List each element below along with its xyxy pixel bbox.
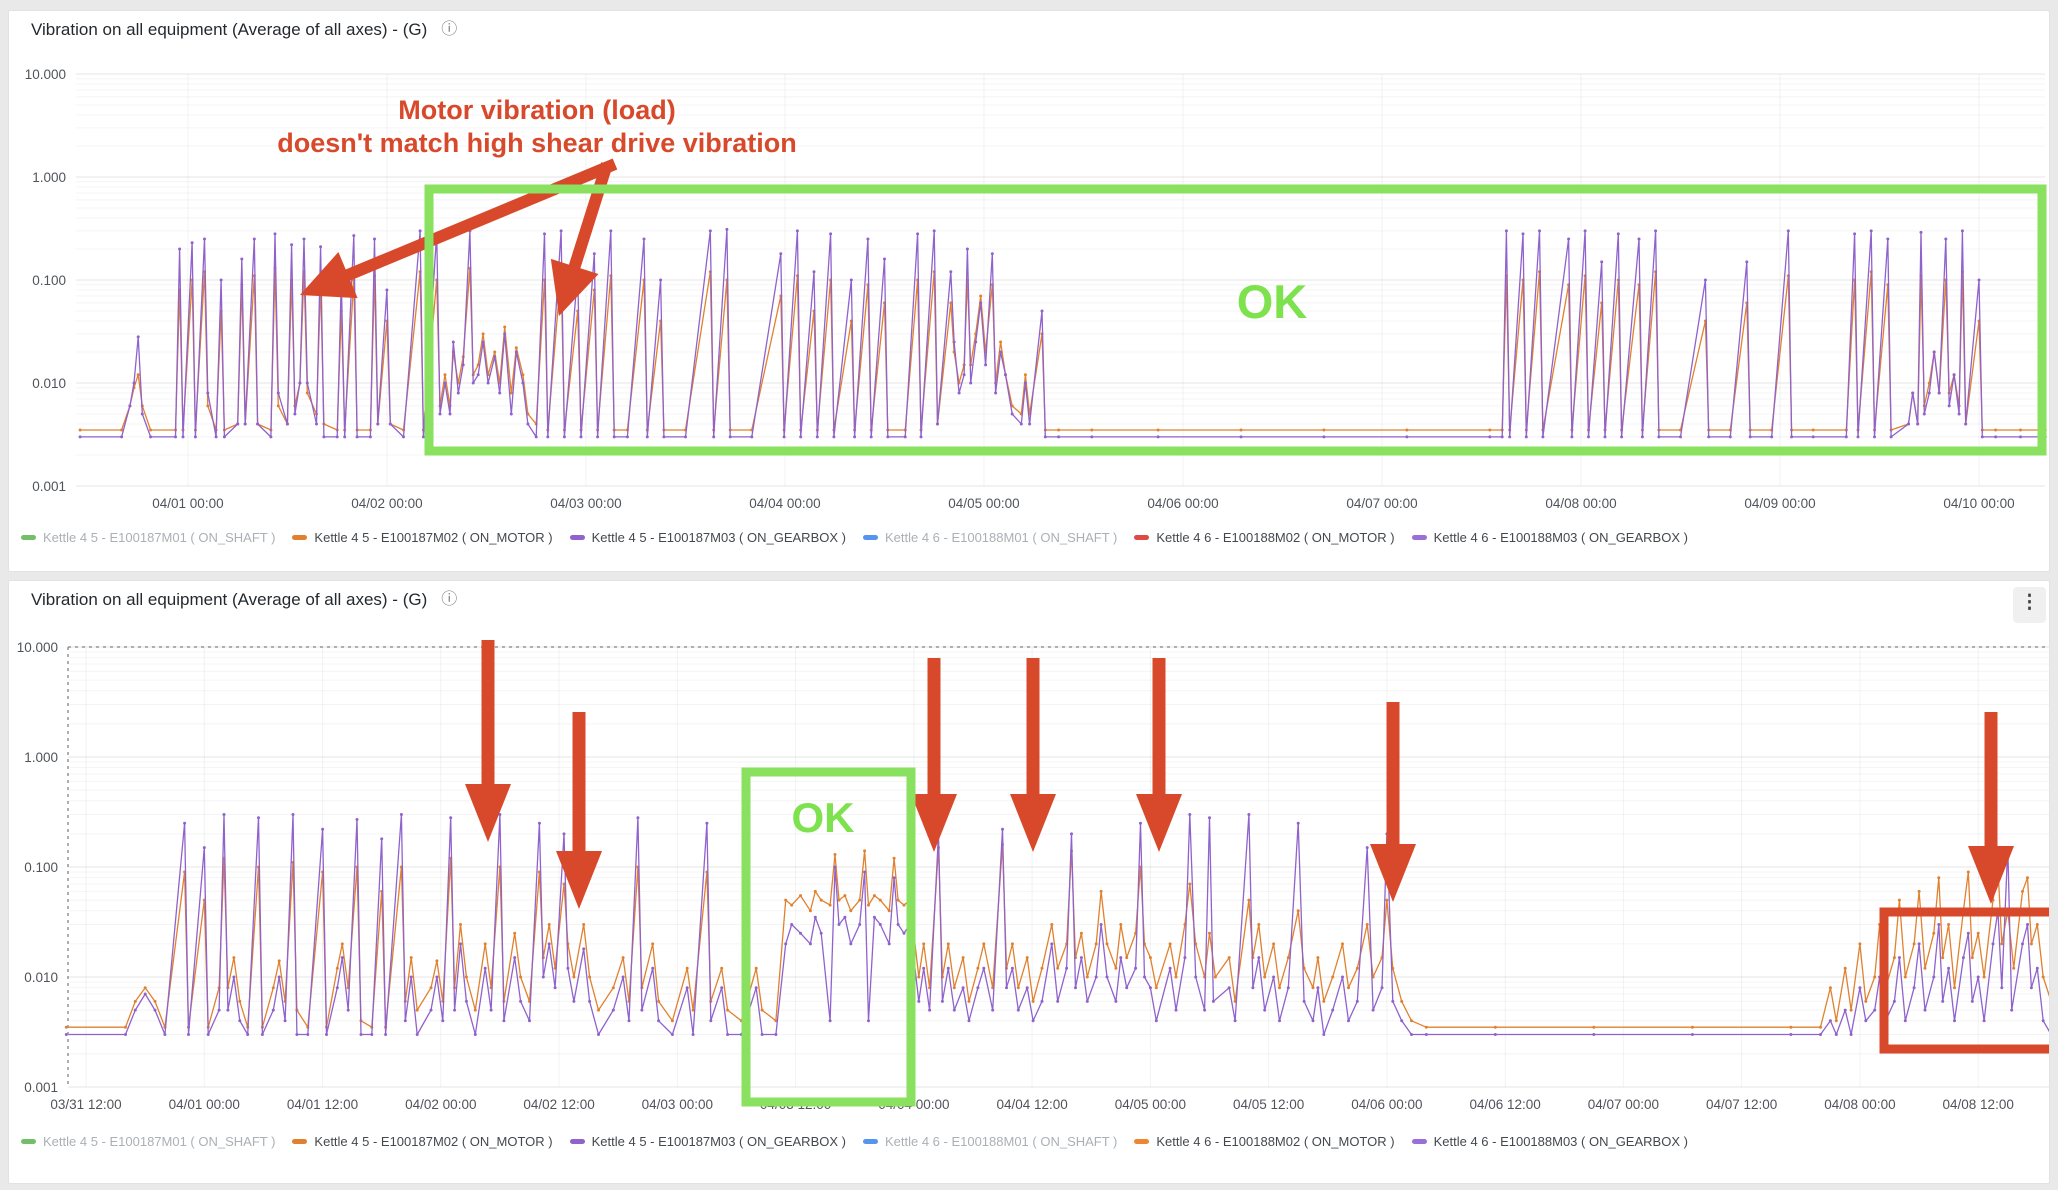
legend-item[interactable]: Kettle 4 6 - E100188M01 ( ON_SHAFT ): [862, 530, 1118, 545]
legend-series-color: [21, 1139, 36, 1144]
svg-text:10.000: 10.000: [17, 640, 58, 655]
legend-series-color: [862, 535, 878, 540]
svg-text:04/01 00:00: 04/01 00:00: [152, 496, 223, 511]
svg-text:04/04 00:00: 04/04 00:00: [749, 496, 820, 511]
svg-text:04/07 00:00: 04/07 00:00: [1588, 1097, 1659, 1112]
legend-top: Kettle 4 5 - E100187M01 ( ON_SHAFT ) Kett…: [9, 530, 2049, 545]
legend-item[interactable]: Kettle 4 6 - E100188M02 ( ON_MOTOR ): [1134, 1134, 1395, 1149]
svg-text:04/04 12:00: 04/04 12:00: [996, 1097, 1067, 1112]
legend-series-label: Kettle 4 6 - E100188M03 ( ON_GEARBOX ): [1433, 1134, 1688, 1149]
legend-series-label: Kettle 4 6 - E100188M01 ( ON_SHAFT ): [884, 530, 1118, 545]
panel-header: Vibration on all equipment (Average of a…: [9, 11, 2049, 42]
svg-text:04/02 00:00: 04/02 00:00: [351, 496, 422, 511]
svg-text:04/05 00:00: 04/05 00:00: [1115, 1097, 1186, 1112]
svg-text:04/02 12:00: 04/02 12:00: [523, 1097, 594, 1112]
legend-series-color: [1134, 535, 1150, 540]
svg-text:OK: OK: [1237, 275, 1308, 328]
svg-text:04/09 00:00: 04/09 00:00: [1744, 496, 1815, 511]
svg-text:04/05 00:00: 04/05 00:00: [948, 496, 1019, 511]
legend-item[interactable]: Kettle 4 5 - E100187M01 ( ON_SHAFT ): [21, 1134, 275, 1149]
svg-text:04/08 00:00: 04/08 00:00: [1545, 496, 1616, 511]
panel-title: Vibration on all equipment (Average of a…: [31, 590, 428, 609]
legend-series-label: Kettle 4 5 - E100187M01 ( ON_SHAFT ): [43, 1134, 276, 1149]
legend-series-color: [1411, 1139, 1427, 1144]
svg-text:1.000: 1.000: [24, 750, 58, 765]
legend-series-color: [862, 1139, 878, 1144]
legend-series-label: Kettle 4 5 - E100187M02 ( ON_MOTOR ): [314, 530, 553, 545]
legend-series-label: Kettle 4 6 - E100188M02 ( ON_MOTOR ): [1156, 530, 1395, 545]
legend-series-color: [292, 1139, 308, 1144]
svg-text:04/03 00:00: 04/03 00:00: [642, 1097, 713, 1112]
legend-item[interactable]: Kettle 4 5 - E100187M02 ( ON_MOTOR ): [292, 530, 553, 545]
svg-text:0.010: 0.010: [32, 376, 66, 391]
svg-text:04/08 00:00: 04/08 00:00: [1824, 1097, 1895, 1112]
svg-text:04/06 00:00: 04/06 00:00: [1351, 1097, 1422, 1112]
svg-text:04/05 12:00: 04/05 12:00: [1233, 1097, 1304, 1112]
svg-text:Motor vibration (load): Motor vibration (load): [398, 95, 675, 125]
legend-item[interactable]: Kettle 4 6 - E100188M02 ( ON_MOTOR ): [1134, 530, 1395, 545]
legend-series-label: Kettle 4 5 - E100187M02 ( ON_MOTOR ): [314, 1134, 553, 1149]
legend-series-label: Kettle 4 6 - E100188M01 ( ON_SHAFT ): [884, 1134, 1118, 1149]
svg-text:10.000: 10.000: [25, 67, 66, 82]
panel-vibration-top: Vibration on all equipment (Average of a…: [8, 10, 2050, 572]
svg-text:03/31 12:00: 03/31 12:00: [50, 1097, 121, 1112]
legend-item[interactable]: Kettle 4 6 - E100188M03 ( ON_GEARBOX ): [1411, 530, 1688, 545]
info-icon[interactable]: ⓘ: [441, 21, 458, 38]
vibration-chart-top[interactable]: 04/01 00:00 04/02 00:00 04/03 00:00 04/04 0…: [9, 42, 2049, 528]
legend-series-label: Kettle 4 5 - E100187M01 ( ON_SHAFT ): [43, 530, 276, 545]
panel-menu-button[interactable]: ⋮: [2013, 587, 2046, 623]
svg-text:04/07 12:00: 04/07 12:00: [1706, 1097, 1777, 1112]
legend-series-color: [1411, 535, 1427, 540]
svg-text:04/01 00:00: 04/01 00:00: [169, 1097, 240, 1112]
svg-text:04/06 00:00: 04/06 00:00: [1147, 496, 1218, 511]
legend-item[interactable]: Kettle 4 5 - E100187M02 ( ON_MOTOR ): [292, 1134, 553, 1149]
panel-vibration-bottom: Vibration on all equipment (Average of a…: [8, 580, 2050, 1184]
legend-bottom: Kettle 4 5 - E100187M01 ( ON_SHAFT ) Kett…: [9, 1134, 2049, 1149]
svg-text:0.100: 0.100: [24, 860, 58, 875]
svg-text:0.010: 0.010: [24, 970, 58, 985]
legend-series-color: [1134, 1139, 1150, 1144]
legend-series-label: Kettle 4 5 - E100187M03 ( ON_GEARBOX ): [591, 530, 846, 545]
vibration-chart-bottom[interactable]: 03/31 12:00 04/01 00:00 04/01 12:00 04/02 0…: [9, 612, 2049, 1132]
svg-text:04/10 00:00: 04/10 00:00: [1943, 496, 2014, 511]
svg-text:OK: OK: [792, 794, 855, 841]
legend-item[interactable]: Kettle 4 5 - E100187M03 ( ON_GEARBOX ): [569, 530, 846, 545]
svg-text:0.100: 0.100: [32, 273, 66, 288]
legend-series-color: [292, 535, 308, 540]
kebab-menu-icon: ⋮: [2020, 592, 2039, 613]
svg-text:0.001: 0.001: [32, 479, 66, 494]
svg-text:doesn't match high shear drive: doesn't match high shear drive vibration: [277, 128, 797, 158]
svg-text:04/01 12:00: 04/01 12:00: [287, 1097, 358, 1112]
legend-series-label: Kettle 4 6 - E100188M03 ( ON_GEARBOX ): [1433, 530, 1688, 545]
legend-item[interactable]: Kettle 4 6 - E100188M03 ( ON_GEARBOX ): [1411, 1134, 1688, 1149]
legend-series-color: [21, 535, 36, 540]
svg-text:0.001: 0.001: [24, 1080, 58, 1095]
svg-text:04/03 00:00: 04/03 00:00: [550, 496, 621, 511]
svg-text:04/02 00:00: 04/02 00:00: [405, 1097, 476, 1112]
svg-text:04/08 12:00: 04/08 12:00: [1943, 1097, 2014, 1112]
legend-series-color: [569, 535, 585, 540]
svg-text:1.000: 1.000: [32, 170, 66, 185]
legend-item[interactable]: Kettle 4 5 - E100187M01 ( ON_SHAFT ): [21, 530, 275, 545]
legend-item[interactable]: Kettle 4 6 - E100188M01 ( ON_SHAFT ): [862, 1134, 1118, 1149]
svg-text:04/06 12:00: 04/06 12:00: [1469, 1097, 1540, 1112]
legend-series-label: Kettle 4 5 - E100187M03 ( ON_GEARBOX ): [591, 1134, 846, 1149]
svg-text:04/07 00:00: 04/07 00:00: [1346, 496, 1417, 511]
panel-header: Vibration on all equipment (Average of a…: [9, 581, 2049, 612]
legend-item[interactable]: Kettle 4 5 - E100187M03 ( ON_GEARBOX ): [569, 1134, 846, 1149]
legend-series-label: Kettle 4 6 - E100188M02 ( ON_MOTOR ): [1156, 1134, 1395, 1149]
info-icon[interactable]: ⓘ: [441, 591, 458, 608]
legend-series-color: [569, 1139, 585, 1144]
panel-title: Vibration on all equipment (Average of a…: [31, 20, 428, 39]
